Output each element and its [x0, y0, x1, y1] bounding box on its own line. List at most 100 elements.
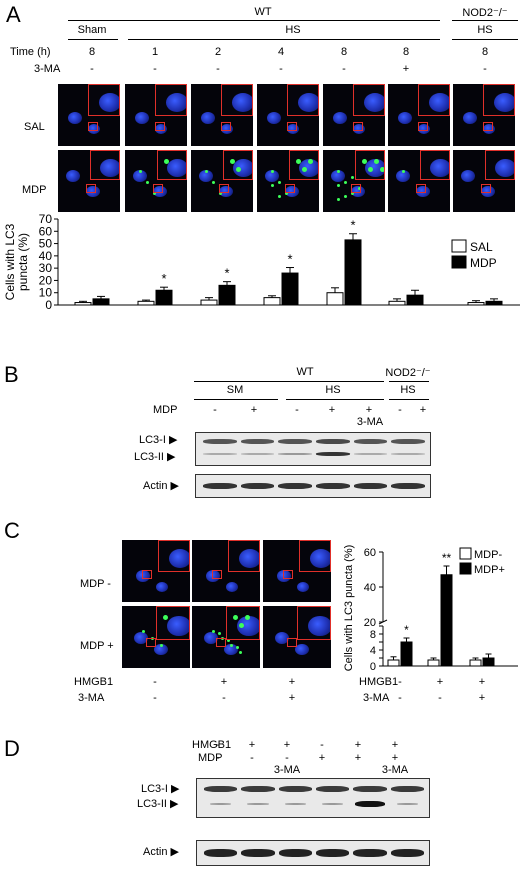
b-mdp-value: -	[213, 404, 217, 416]
zoom-inset	[485, 150, 515, 180]
zoom-inset	[226, 606, 260, 640]
legend-swatch	[459, 547, 472, 560]
b-hs-nod2-line	[389, 399, 429, 400]
b-mdp-value: +	[419, 404, 427, 416]
time-value: 8	[402, 46, 410, 58]
zoom-region-box	[219, 184, 229, 193]
bar-mdp	[400, 641, 413, 667]
lc3-punctum	[337, 198, 340, 201]
d-mdp-value: +	[318, 752, 326, 764]
nucleus-zoom	[363, 93, 384, 113]
sal-image	[388, 84, 450, 146]
nucleus-zoom	[297, 93, 318, 113]
zoom-region-box	[212, 570, 222, 579]
zoom-region-box	[285, 184, 295, 193]
zoom-region-box	[155, 122, 165, 131]
blot-band-lc3i	[241, 786, 275, 792]
lc3-punctum	[344, 195, 347, 198]
nucleus	[398, 112, 412, 124]
zoom-region-box	[146, 638, 156, 647]
nucleus	[153, 186, 167, 197]
b-wt-line	[194, 381, 384, 382]
nucleus	[461, 170, 475, 182]
nucleus	[221, 124, 233, 134]
bar-mdp	[427, 659, 440, 667]
b-lc3i-text: LC3-I	[139, 434, 166, 446]
lc3-punctum	[230, 644, 233, 647]
zoom-region-box	[153, 184, 163, 193]
nucleus	[396, 170, 410, 182]
y-tick-label: 60	[364, 547, 376, 559]
c-chart-hmgb1-label: HMGB1	[359, 676, 399, 688]
blot-band-lc3ii	[353, 453, 388, 455]
b-actin-label: Actin ▶	[143, 480, 179, 492]
nucleus	[206, 570, 220, 582]
nucleus-zoom	[299, 158, 318, 177]
hs-nod2-label: HS	[477, 24, 493, 36]
nod2-group-line	[452, 20, 518, 21]
time-value: 4	[277, 46, 285, 58]
nucleus-zoom	[233, 158, 252, 177]
nucleus	[267, 112, 281, 124]
time-label: Time (h)	[10, 46, 51, 58]
nucleus	[219, 186, 233, 197]
bar-mdp	[469, 659, 482, 667]
nucleus-zoom	[495, 158, 514, 177]
lc3-punctum	[337, 184, 340, 187]
bar-mdp	[155, 289, 173, 306]
zoom-region-box	[283, 570, 293, 579]
y-tick-label: 8	[370, 629, 376, 641]
d-actin-label: Actin ▶	[143, 846, 179, 858]
c-3ma-label: 3-MA	[78, 692, 105, 704]
c-chart-3ma-value: -	[398, 692, 402, 704]
c-mdp-minus-image	[263, 540, 331, 602]
c-chart-3ma-value: +	[478, 692, 486, 704]
lc3-punctum-zoom	[308, 159, 313, 164]
lc3-punctum-zoom	[230, 159, 235, 164]
nucleus	[295, 644, 309, 655]
hs-label: HS	[285, 24, 301, 36]
c-hmgb1-label: HMGB1	[74, 676, 114, 688]
y-tick-label: 40	[364, 582, 376, 594]
c-3ma-value: +	[288, 692, 296, 704]
d-hmgb1-value: +	[248, 739, 256, 751]
blot-band	[203, 483, 237, 489]
zoom-inset	[287, 84, 319, 116]
lc3-punctum-zoom	[239, 623, 244, 628]
blot-band	[278, 483, 312, 489]
wt-group-line	[68, 20, 440, 21]
mdp-image	[125, 150, 187, 212]
zoom-inset	[158, 540, 190, 572]
d-hmgb1-value: +	[354, 739, 362, 751]
d-lc3ii-label: LC3-II ▶	[137, 798, 179, 810]
lc3-punctum	[358, 187, 361, 190]
blot-band	[241, 849, 275, 857]
y-tick-label: 4	[370, 645, 376, 657]
c-mdp-minus-image	[122, 540, 190, 602]
panel-d-label: D	[4, 736, 20, 761]
lc3-punctum-zoom	[164, 159, 169, 164]
y-tick-label: 10	[39, 286, 53, 300]
nucleus	[136, 570, 150, 582]
d-mdp-label: MDP	[198, 752, 223, 764]
zoom-region-box	[481, 184, 491, 193]
mdp-image	[257, 150, 319, 212]
c-chart-3ma-value: -	[438, 692, 442, 704]
blot-band-lc3ii	[284, 803, 306, 805]
y-tick-label: 20	[364, 617, 376, 629]
sal-image	[125, 84, 187, 146]
legend-swatch	[451, 255, 467, 269]
blot-band-lc3i	[278, 786, 312, 792]
lc3-punctum	[271, 184, 274, 187]
bar-sal	[263, 297, 281, 306]
b-mdp-value: +	[250, 404, 258, 416]
zoom-inset	[223, 150, 253, 180]
b-nod2-label: NOD2⁻/⁻	[385, 367, 431, 379]
d-mdp-value: +	[354, 752, 362, 764]
nucleus-zoom	[430, 158, 449, 177]
blot-band-lc3ii	[322, 803, 344, 805]
nucleus	[463, 112, 477, 124]
legend-swatch	[459, 562, 472, 575]
y-tick-label: 50	[39, 237, 53, 251]
